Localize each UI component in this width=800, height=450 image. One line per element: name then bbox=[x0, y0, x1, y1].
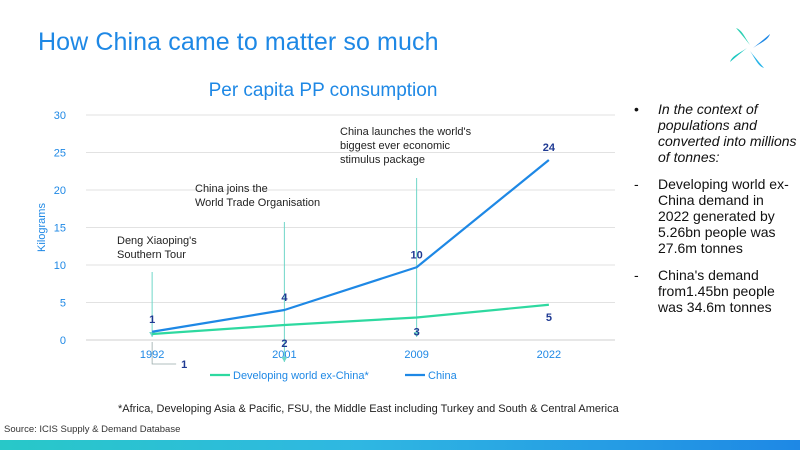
y-tick-label: 10 bbox=[54, 260, 66, 272]
annotation-wto: China joins the World Trade Organisation bbox=[195, 182, 320, 210]
y-tick-label: 25 bbox=[54, 148, 66, 160]
annotation-deng-xiaoping: Deng Xiaoping's Southern Tour bbox=[117, 234, 197, 262]
y-axis-label: Kilograms bbox=[36, 203, 48, 252]
x-tick-label: 2009 bbox=[404, 349, 428, 361]
annotation-line: China joins the bbox=[195, 183, 268, 195]
x-tick-label: 2022 bbox=[537, 349, 561, 361]
annotation-arrowhead bbox=[281, 357, 288, 362]
bullet-text: China's demand from1.45bn people was 34.… bbox=[658, 267, 775, 315]
developing-world-line bbox=[152, 303, 549, 336]
annotation-stimulus: China launches the world's biggest ever e… bbox=[340, 125, 471, 167]
bullet-marker: - bbox=[634, 176, 639, 192]
annotation-line: World Trade Organisation bbox=[195, 197, 321, 209]
data-label-china: 24 bbox=[543, 142, 556, 154]
source-note: Source: ICIS Supply & Demand Database bbox=[4, 424, 181, 435]
data-label-china: 4 bbox=[281, 292, 288, 304]
y-tick-label: 30 bbox=[54, 110, 66, 122]
data-label-china: 10 bbox=[411, 249, 423, 261]
data-label-leader bbox=[151, 342, 177, 365]
legend-label: Developing world ex-China* bbox=[233, 370, 369, 382]
data-label-developing: 2 bbox=[281, 338, 287, 350]
slide-title: How China came to matter so much bbox=[38, 28, 439, 56]
annotation-line: Deng Xiaoping's bbox=[117, 235, 197, 247]
annotation-line: China launches the world's bbox=[340, 126, 472, 138]
data-label-china: 1 bbox=[149, 314, 155, 326]
bullet-text: In the context of populations and conver… bbox=[658, 101, 797, 165]
chart-title: Per capita PP consumption bbox=[208, 80, 438, 101]
bullet-item: • In the context of populations and conv… bbox=[632, 101, 798, 165]
data-label-developing: 3 bbox=[414, 327, 420, 339]
annotation-line: biggest ever economic bbox=[340, 140, 451, 152]
bullet-item: - Developing world ex-China demand in 20… bbox=[632, 176, 798, 256]
y-tick-label: 20 bbox=[54, 185, 66, 197]
y-tick-label: 0 bbox=[60, 335, 66, 347]
data-label-developing: 1 bbox=[181, 359, 187, 371]
legend-label: China bbox=[428, 370, 458, 382]
footnote: *Africa, Developing Asia & Pacific, FSU,… bbox=[118, 403, 619, 415]
y-tick-label: 5 bbox=[60, 298, 66, 310]
annotation-arrowhead bbox=[413, 332, 420, 337]
bullet-item: - China's demand from1.45bn people was 3… bbox=[632, 267, 798, 315]
annotation-line: Southern Tour bbox=[117, 249, 186, 261]
bullet-list: • In the context of populations and conv… bbox=[632, 101, 798, 326]
bullet-text: Developing world ex-China demand in 2022… bbox=[658, 176, 789, 256]
bullet-marker: - bbox=[634, 267, 639, 283]
china-line bbox=[151, 159, 550, 333]
bullet-marker: • bbox=[634, 101, 639, 117]
annotation-line: stimulus package bbox=[340, 154, 425, 166]
bottom-gradient-bar bbox=[0, 440, 800, 450]
y-tick-label: 15 bbox=[54, 223, 66, 235]
data-label-developing: 5 bbox=[546, 312, 552, 324]
